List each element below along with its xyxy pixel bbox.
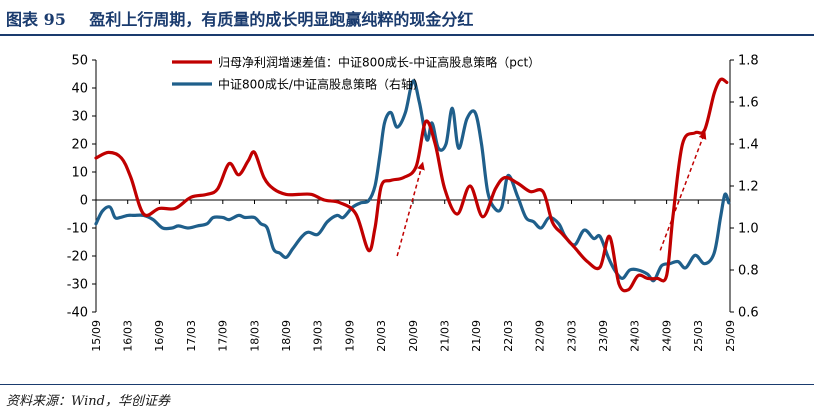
x-tick-label: 21/03 [439, 320, 452, 352]
right-tick-label: 1.8 [738, 54, 759, 69]
left-tick-label: 10 [71, 166, 88, 181]
legend-label: 归母净利润增速差值：中证800成长-中证高股息策略（pct） [218, 55, 540, 70]
legend-label: 中证800成长/中证高股息策略（右轴） [218, 77, 425, 92]
axes-group: -40 -30 -20 -10 0 10 20 30 40 50 0.6 0.8 1.0 1.2 1.4 1.… [67, 54, 759, 352]
left-tick-label: 50 [71, 54, 88, 69]
x-tick-label: 24/03 [629, 320, 642, 352]
x-tick-label: 20/09 [407, 320, 420, 352]
series-line-ratio [94, 79, 731, 283]
x-tick-label: 21/09 [470, 320, 483, 352]
x-tick-label: 24/09 [660, 320, 673, 352]
x-tick-label: 25/09 [724, 320, 737, 352]
x-tick-label: 22/03 [502, 320, 515, 352]
left-tick-label: 0 [80, 194, 88, 209]
annotation-group [396, 130, 707, 257]
right-tick-label: 0.6 [738, 306, 759, 321]
x-tick-label: 20/03 [375, 320, 388, 352]
right-tick-label: 1.2 [738, 180, 759, 195]
x-tick-label: 25/03 [692, 320, 705, 352]
figure-header: 图表 95 盈利上行周期，有质量的成长明显跑赢纯粹的现金分红 [0, 0, 814, 36]
left-tick-label: -30 [67, 278, 88, 293]
x-tick-label: 23/09 [597, 320, 610, 352]
x-tick-label: 19/09 [343, 320, 356, 352]
x-tick-label: 23/03 [565, 320, 578, 352]
figure-title: 图表 95 盈利上行周期，有质量的成长明显跑赢纯粹的现金分红 [6, 6, 473, 30]
left-tick-label: -10 [67, 222, 88, 237]
left-tick-label: -20 [67, 250, 88, 265]
x-tick-label: 22/09 [534, 320, 547, 352]
x-tick-label: 16/09 [153, 320, 166, 352]
left-tick-label: 20 [71, 138, 88, 153]
legend-group: 归母净利润增速差值：中证800成长-中证高股息策略（pct） 中证800成长/中证… [172, 55, 540, 92]
left-tick-label: 40 [71, 82, 88, 97]
trend-arrow-1 [396, 161, 425, 257]
left-tick-label: -40 [67, 306, 88, 321]
right-tick-label: 1.4 [738, 138, 759, 153]
line-chart: -40 -30 -20 -10 0 10 20 30 40 50 0.6 0.8 1.0 1.2 1.4 1.… [67, 54, 759, 352]
right-tick-label: 1.6 [738, 96, 759, 111]
x-tick-label: 16/03 [122, 320, 135, 352]
x-tick-label: 18/09 [280, 320, 293, 352]
x-tick-label: 15/09 [90, 320, 103, 352]
right-tick-label: 0.8 [738, 264, 759, 279]
x-tick-label: 19/03 [312, 320, 325, 352]
series-group [94, 77, 731, 293]
series-line-profit-diff [94, 77, 729, 293]
x-tick-label: 17/03 [185, 320, 198, 352]
footer-rule [0, 384, 814, 385]
x-tick-label: 17/09 [217, 320, 230, 352]
right-tick-label: 1.0 [738, 222, 759, 237]
left-tick-label: 30 [71, 110, 88, 125]
x-tick-label: 18/03 [248, 320, 261, 352]
title-rule [0, 34, 814, 36]
figure-title-text: 盈利上行周期，有质量的成长明显跑赢纯粹的现金分红 [89, 10, 474, 29]
source-note: 资料来源：Wind，华创证券 [6, 394, 170, 409]
figure-label: 图表 95 [6, 10, 66, 29]
